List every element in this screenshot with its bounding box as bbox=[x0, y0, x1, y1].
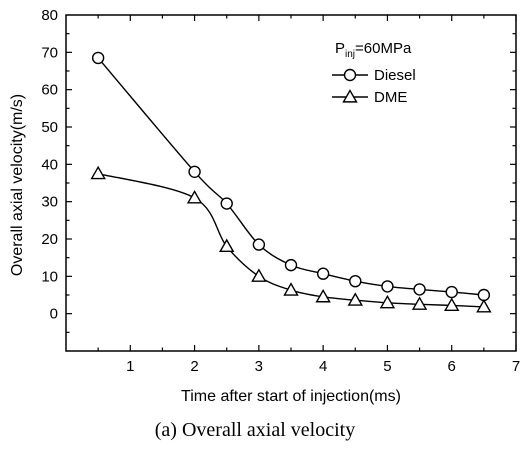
legend-marker-dme bbox=[344, 91, 357, 102]
y-tick-label: 50 bbox=[41, 119, 58, 136]
diesel-data-point bbox=[414, 284, 425, 295]
dme-data-point bbox=[92, 167, 105, 178]
diesel-data-point bbox=[382, 281, 393, 292]
diesel-data-point bbox=[93, 52, 104, 63]
y-tick-label: 40 bbox=[41, 156, 58, 173]
series-group bbox=[92, 52, 491, 311]
x-tick-label: 3 bbox=[255, 358, 263, 375]
diesel-data-point bbox=[446, 287, 457, 298]
y-tick-label: 30 bbox=[41, 194, 58, 211]
x-tick-label: 5 bbox=[383, 358, 391, 375]
y-tick-label: 0 bbox=[50, 306, 58, 323]
x-tick-label: 2 bbox=[190, 358, 198, 375]
diesel-data-point bbox=[478, 290, 489, 301]
legend-marker-diesel bbox=[345, 70, 356, 81]
legend-title: Pinj=60MPa bbox=[335, 40, 412, 60]
legend-label-dme: DME bbox=[374, 89, 407, 106]
x-tick-label: 1 bbox=[126, 358, 134, 375]
y-tick-label: 70 bbox=[41, 44, 58, 61]
x-tick-label: 6 bbox=[448, 358, 456, 375]
figure-caption: (a) Overall axial velocity bbox=[155, 419, 355, 441]
y-tick-label: 80 bbox=[41, 7, 58, 24]
diesel-data-point bbox=[286, 260, 297, 271]
plot-frame bbox=[66, 15, 516, 351]
diesel-data-point bbox=[189, 166, 200, 177]
x-tick-label: 4 bbox=[319, 358, 327, 375]
x-axis-title: Time after start of injection(ms) bbox=[181, 388, 401, 405]
x-tick-label: 7 bbox=[512, 358, 520, 375]
y-axis-title: Overall axial velocity(m/s) bbox=[9, 94, 26, 276]
y-tick-label: 60 bbox=[41, 82, 58, 99]
dme-data-point bbox=[188, 191, 201, 202]
legend-label-diesel: Diesel bbox=[374, 67, 416, 84]
dme-data-point bbox=[252, 270, 265, 281]
plot-frame-group bbox=[66, 15, 516, 351]
y-tick-label: 10 bbox=[41, 268, 58, 285]
y-tick-label: 20 bbox=[41, 231, 58, 248]
diesel-data-point bbox=[318, 268, 329, 279]
dme-data-point bbox=[220, 240, 233, 251]
diesel-data-point bbox=[253, 239, 264, 250]
diesel-data-point bbox=[221, 198, 232, 209]
diesel-data-point bbox=[350, 276, 361, 287]
legend: Pinj=60MPa Diesel DME bbox=[332, 40, 416, 106]
